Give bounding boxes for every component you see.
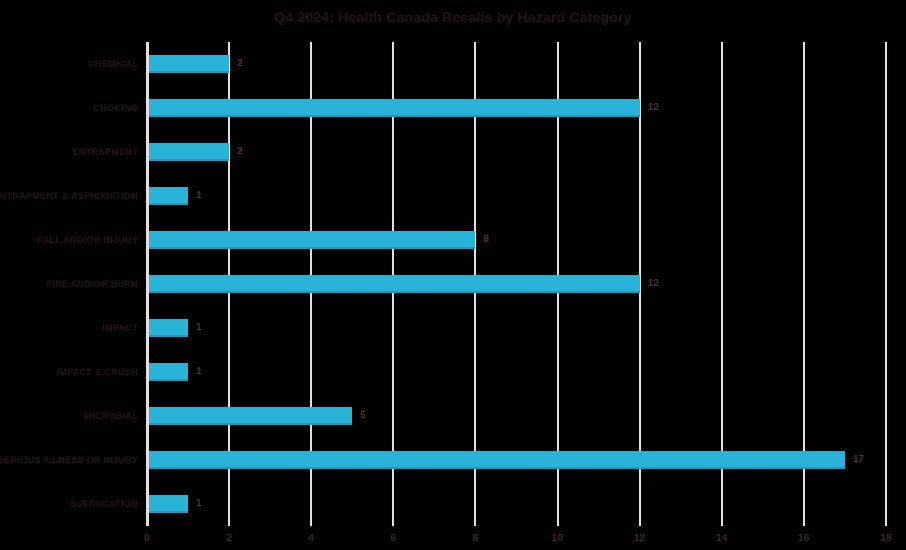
category-label: ENTRAPMENT & ASPHIXIATION [0,191,138,201]
x-axis-tick-label: 10 [551,532,564,544]
gridline [885,42,887,526]
x-axis-tick-label: 8 [472,532,479,544]
category-label: IMPACT [102,323,138,333]
value-label: 12 [647,102,659,113]
category-label: SERIOUS ILLNESS OR INJURY [0,455,138,465]
bar [149,187,189,205]
value-label: 1 [196,190,202,201]
gridline [720,42,723,526]
gridline [638,42,641,526]
bar [149,407,353,425]
y-axis-line [145,42,149,526]
bar [149,143,230,161]
category-label: FIRE AND/OR BURN [46,279,138,289]
x-axis-tick-label: 4 [308,532,315,544]
x-axis-tick-label: 2 [226,532,233,544]
x-axis-tick-label: 16 [798,532,810,544]
x-axis-tick-label: 12 [633,532,646,544]
category-label: FALL AND/OR INJURY [37,235,138,245]
value-label: 5 [360,410,366,421]
bar [149,495,189,513]
bar [149,231,476,249]
category-label: CHEMICAL [88,59,138,69]
x-axis-tick-label: 6 [390,532,397,544]
x-axis-tick-label: 14 [715,532,728,544]
bar [149,99,640,117]
value-label: 17 [852,454,865,465]
category-label: CHOKING [93,103,138,113]
x-axis-tick-label: 0 [144,532,150,544]
value-label: 1 [196,498,202,509]
value-label: 12 [647,278,659,289]
value-label: 2 [237,146,243,157]
value-label: 1 [196,366,202,377]
bar [149,275,640,293]
value-label: 8 [483,234,489,245]
plot-area: CHEMICAL 2 CHOKING 12 ENTRAPMENT 2 ENTRAPMENT … [0,42,887,526]
bar [149,55,230,73]
category-label: IMPACT & CRUSH [56,367,138,377]
chart-title: Q4 2024: Health Canada Recalls by Hazard… [274,9,632,25]
bar [149,363,189,381]
category-label: SUFFOCATION [70,499,138,509]
category-label: MICROBIAL [84,411,138,421]
value-label: 2 [237,58,243,69]
gridline [802,42,805,526]
value-label: 1 [196,322,202,333]
bar [149,319,189,337]
bar [149,451,845,469]
category-label: ENTRAPMENT [72,147,138,157]
x-axis-tick-label: 18 [880,532,892,544]
